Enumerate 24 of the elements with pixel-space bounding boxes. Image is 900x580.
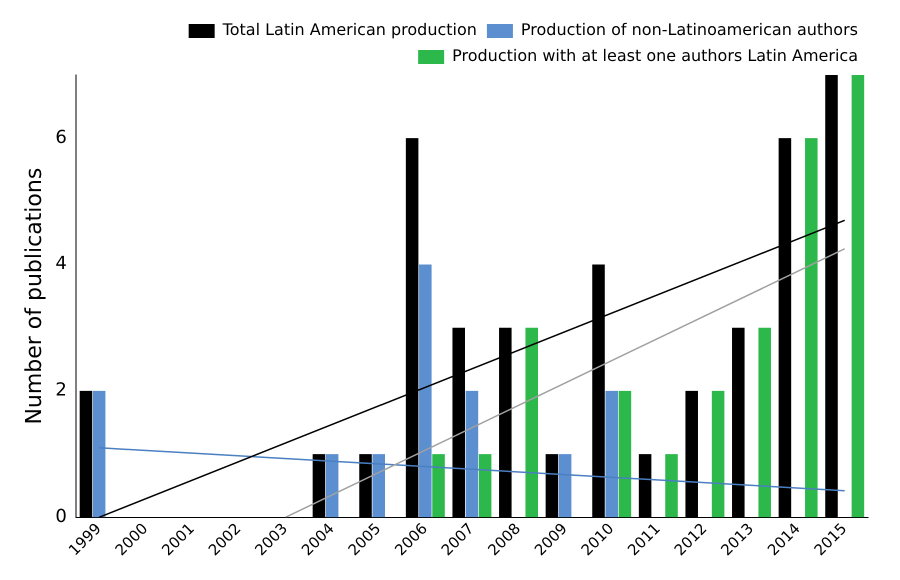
y-tick-label: 4 [55,253,67,274]
bar [758,328,771,518]
bar [618,390,632,518]
y-tick-label: 6 [55,126,67,148]
bar [665,454,678,518]
bar [525,328,538,518]
legend-label: Production with at least one authors Latin America [452,46,858,66]
bar [805,138,818,518]
bar [372,454,386,518]
legend-label: Production of non-Latinoamerican authors [520,20,858,40]
bar [852,75,864,518]
bar [466,390,478,518]
bar [712,390,724,518]
y-tick-label: 2 [55,380,67,401]
bar [478,454,492,518]
y-tick-label: 0 [55,506,67,527]
y-axis-title: Number of publications [22,168,47,425]
bar [605,390,618,518]
bar [432,454,445,518]
legend-label: Total Latin American production [222,20,477,40]
bar [92,390,106,518]
bar [558,454,572,518]
bar [326,454,338,518]
bar [419,264,432,518]
